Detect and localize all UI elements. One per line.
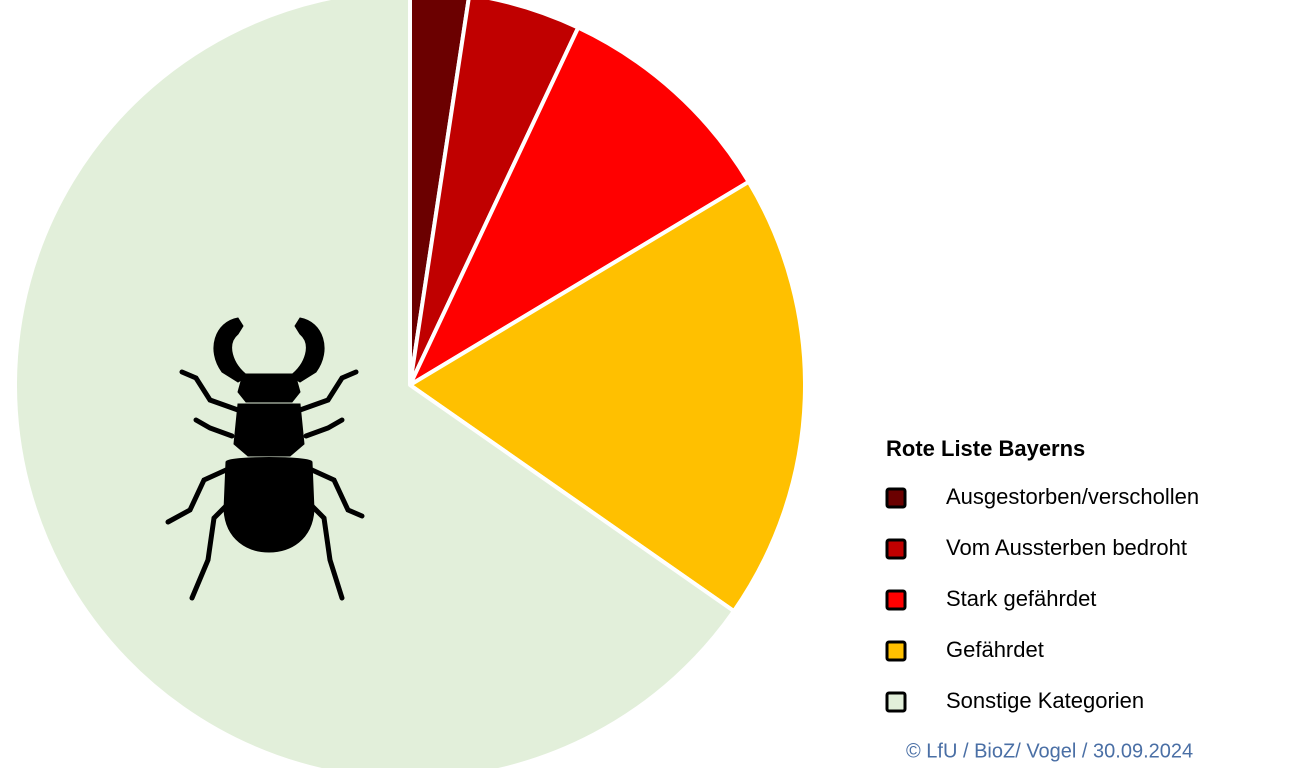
legend-swatch [885, 640, 907, 662]
pie-slice [408, 25, 751, 387]
legend-label: Gefährdet [946, 637, 1044, 662]
legend: Ausgestorben/verschollen Vom Aussterben b… [885, 484, 1199, 713]
beetle-icon [165, 317, 365, 601]
pie-slice [13, 0, 736, 768]
legend-swatch [885, 538, 907, 560]
legend-label: Stark gefährdet [946, 586, 1096, 611]
legend-title: Rote Liste Bayerns [886, 436, 1085, 461]
source-note: © LfU / BioZ/ Vogel / 30.09.2024 [906, 740, 1193, 762]
legend-label: Vom Aussterben bedroht [946, 535, 1187, 560]
legend-label: Sonstige Kategorien [946, 688, 1144, 713]
pie [13, 0, 807, 768]
legend-swatch [885, 487, 907, 509]
legend-swatch [885, 589, 907, 611]
legend-label: Ausgestorben/verschollen [946, 484, 1199, 509]
legend-swatch [885, 691, 907, 713]
pie-slice [408, 179, 807, 614]
